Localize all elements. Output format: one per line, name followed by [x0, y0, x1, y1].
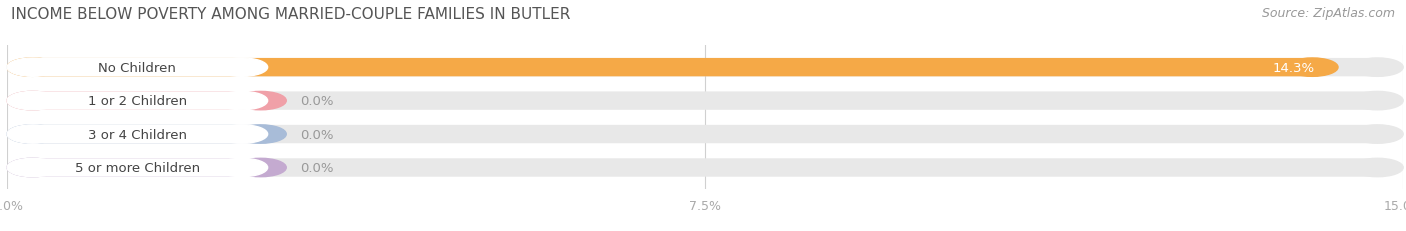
- Circle shape: [235, 92, 287, 110]
- Circle shape: [7, 125, 58, 144]
- FancyBboxPatch shape: [32, 125, 260, 144]
- Circle shape: [7, 125, 58, 144]
- FancyBboxPatch shape: [32, 59, 1378, 77]
- Text: Source: ZipAtlas.com: Source: ZipAtlas.com: [1261, 7, 1395, 20]
- Circle shape: [7, 92, 58, 110]
- Circle shape: [7, 59, 58, 77]
- FancyBboxPatch shape: [32, 92, 1378, 110]
- FancyBboxPatch shape: [32, 92, 260, 110]
- FancyBboxPatch shape: [32, 125, 1378, 144]
- Text: 0.0%: 0.0%: [301, 128, 333, 141]
- FancyBboxPatch shape: [32, 125, 242, 144]
- Circle shape: [1353, 92, 1403, 110]
- Circle shape: [7, 92, 58, 110]
- FancyBboxPatch shape: [32, 159, 1378, 177]
- Circle shape: [7, 92, 58, 110]
- Circle shape: [235, 125, 287, 144]
- Text: 0.0%: 0.0%: [301, 95, 333, 108]
- FancyBboxPatch shape: [32, 159, 260, 177]
- Text: 1 or 2 Children: 1 or 2 Children: [87, 95, 187, 108]
- Circle shape: [7, 59, 58, 77]
- Circle shape: [217, 59, 267, 77]
- Text: 3 or 4 Children: 3 or 4 Children: [87, 128, 187, 141]
- Circle shape: [1353, 159, 1403, 177]
- FancyBboxPatch shape: [32, 159, 242, 177]
- FancyBboxPatch shape: [32, 59, 242, 77]
- Text: 5 or more Children: 5 or more Children: [75, 161, 200, 174]
- Circle shape: [217, 92, 267, 110]
- Circle shape: [217, 159, 267, 177]
- Text: No Children: No Children: [98, 61, 176, 74]
- Circle shape: [235, 159, 287, 177]
- Circle shape: [7, 159, 58, 177]
- Circle shape: [7, 159, 58, 177]
- Text: 0.0%: 0.0%: [301, 161, 333, 174]
- Circle shape: [217, 125, 267, 144]
- Circle shape: [7, 125, 58, 144]
- FancyBboxPatch shape: [32, 59, 1312, 77]
- FancyBboxPatch shape: [32, 92, 242, 110]
- Text: INCOME BELOW POVERTY AMONG MARRIED-COUPLE FAMILIES IN BUTLER: INCOME BELOW POVERTY AMONG MARRIED-COUPL…: [11, 7, 571, 22]
- Circle shape: [7, 59, 58, 77]
- Circle shape: [1353, 125, 1403, 144]
- Circle shape: [7, 159, 58, 177]
- Text: 14.3%: 14.3%: [1272, 61, 1315, 74]
- Circle shape: [1286, 59, 1339, 77]
- Circle shape: [1353, 59, 1403, 77]
